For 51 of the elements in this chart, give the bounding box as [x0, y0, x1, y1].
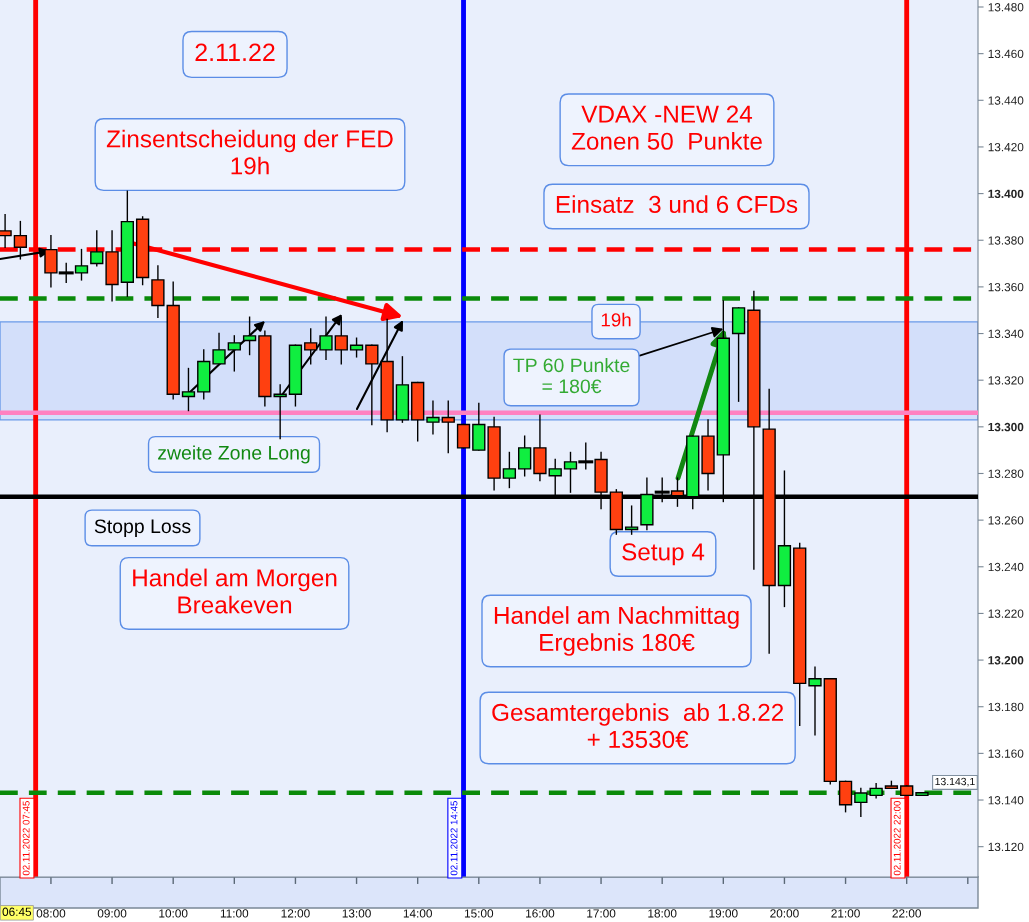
x-tick-label: 11:00	[220, 909, 249, 918]
annotation: Handel am Nachmittag Ergebnis 180€	[494, 606, 739, 656]
ref-line-label: 02.11.2022 14:45	[450, 801, 458, 876]
x-tick-label: 12:00	[281, 909, 310, 918]
band-label: zweite Zone Long	[158, 445, 310, 464]
annotation: Zinsentscheidung der FED 19h	[106, 129, 393, 175]
x-tick-label: 15:00	[464, 909, 494, 918]
ref-line-label: 13.143,1	[935, 777, 975, 787]
y-tick-label: 13.120	[988, 842, 1024, 852]
y-tick-label: 13.380	[988, 236, 1024, 245]
annotation: Gesamtergebnis ab 1.8.22 + 13530€	[492, 703, 784, 749]
y-tick-label: 13.160	[988, 749, 1024, 758]
x-tick-label: 20:00	[770, 909, 799, 918]
annotation: 19h	[601, 312, 631, 327]
y-tick-label: 13.400	[988, 189, 1024, 198]
y-tick-label: 13.320	[988, 376, 1024, 385]
y-tick-label: 13.140	[988, 796, 1024, 805]
y-tick-label: 13.220	[988, 609, 1024, 618]
x-tick-label: 10:00	[159, 909, 188, 918]
y-tick-label: 13.180	[988, 702, 1024, 712]
annotation: Einsatz 3 und 6 CFDs	[556, 195, 798, 214]
x-tick-label: 17:00	[587, 909, 616, 918]
x-tick-label: 21:00	[831, 909, 860, 918]
y-tick-label: 13.460	[988, 49, 1024, 59]
y-tick-label: 13.300	[988, 422, 1024, 432]
annotation: Setup 4	[622, 543, 705, 566]
y-tick-label: 13.480	[988, 3, 1024, 12]
y-tick-label: 13.360	[988, 282, 1024, 292]
y-tick-label: 13.240	[988, 562, 1024, 572]
y-tick-label: 13.420	[988, 142, 1024, 152]
ref-line-label: 02.11.2022 07:45	[22, 801, 30, 876]
x-tick-label: 19:00	[709, 909, 738, 918]
y-tick-label: 13.340	[988, 329, 1024, 338]
y-tick-label: 13.260	[988, 516, 1024, 525]
annotation: Handel am Morgen Breakeven	[133, 568, 337, 614]
x-tick-label: 22:00	[892, 909, 921, 918]
x-tick-label: 09:00	[97, 909, 127, 918]
y-tick-label: 13.200	[988, 656, 1024, 665]
annotation: TP 60 Punkte = 180€	[513, 357, 630, 394]
annotation: 2.11.22	[195, 43, 275, 61]
x-tick-label: 18:00	[648, 909, 677, 918]
y-tick-label: 13.280	[988, 469, 1024, 478]
x-tick-label: 08:00	[36, 909, 66, 918]
x-tick-label: 16:00	[526, 909, 555, 918]
x-tick-label: 13:00	[342, 909, 371, 918]
ref-line-label: 02.11.2022 22:00	[893, 801, 901, 876]
annotation: VDAX -NEW 24 Zonen 50 Punkte	[571, 105, 762, 150]
y-tick-label: 13.440	[988, 96, 1024, 105]
text: 06:45	[2, 907, 32, 916]
ref-line-label: Stopp Loss	[94, 519, 191, 538]
x-tick-label: 14:00	[403, 909, 432, 918]
